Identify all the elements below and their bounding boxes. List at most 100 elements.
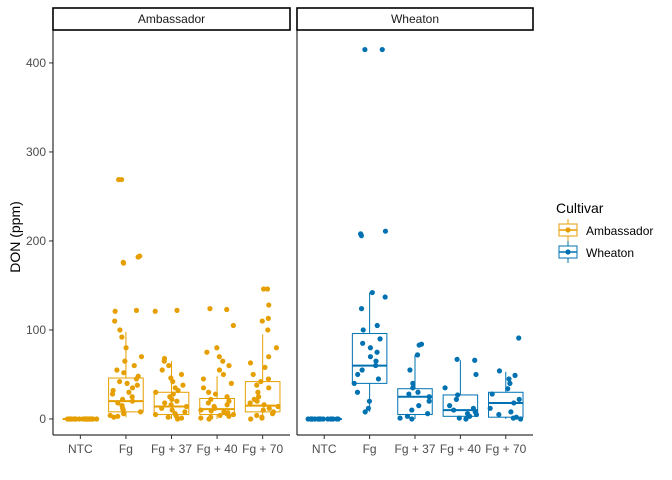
data-point: [162, 400, 168, 406]
data-point: [358, 233, 365, 239]
data-point: [89, 416, 95, 422]
data-point: [170, 378, 176, 385]
data-point: [133, 307, 140, 313]
data-point: [161, 358, 167, 364]
data-point: [409, 407, 415, 413]
data-point: [214, 345, 220, 351]
data-point: [511, 400, 517, 406]
data-point: [138, 354, 145, 360]
data-point: [200, 376, 207, 382]
x-tick-label: Fg: [119, 442, 133, 456]
data-point: [112, 308, 118, 314]
data-point: [351, 380, 357, 386]
y-axis: 0 100 200 300 400: [26, 56, 53, 426]
data-point: [64, 416, 71, 422]
data-point: [406, 391, 412, 397]
data-point: [152, 308, 158, 314]
data-point: [216, 367, 223, 373]
legend-label: Wheaton: [586, 246, 634, 260]
x-tick-label: Fg + 37: [394, 442, 435, 456]
data-point: [118, 176, 125, 183]
data-point: [451, 407, 457, 413]
x-tick-label: Fg + 70: [242, 442, 283, 456]
facet-panel-ambassador: Ambassador NTC Fg Fg + 37 Fg + 40 Fg + 70: [52, 7, 291, 456]
data-point: [206, 389, 212, 395]
data-point: [273, 345, 280, 351]
data-point: [198, 415, 204, 421]
data-point: [374, 322, 380, 329]
data-point: [516, 335, 522, 341]
box-body: [108, 377, 144, 413]
data-point: [174, 398, 180, 404]
data-point: [174, 307, 180, 313]
data-point: [137, 409, 144, 415]
data-point: [259, 415, 265, 421]
box-body: [199, 398, 235, 416]
data-point: [416, 342, 422, 348]
data-point: [111, 414, 117, 420]
data-point: [123, 345, 129, 351]
data-point: [255, 394, 262, 400]
data-point: [178, 415, 185, 421]
data-point: [258, 378, 264, 385]
data-point: [426, 398, 432, 404]
legend-title: Cultivar: [556, 200, 604, 216]
data-point: [472, 357, 478, 363]
y-tick-label: 200: [26, 234, 46, 248]
data-point: [373, 358, 379, 364]
data-point: [114, 367, 120, 373]
data-point: [415, 389, 421, 395]
y-tick-label: 100: [26, 323, 46, 337]
data-point: [115, 400, 121, 406]
data-point: [510, 415, 516, 421]
data-point: [512, 372, 518, 378]
data-point: [254, 398, 260, 404]
data-point: [166, 362, 172, 369]
facet-strip: [296, 7, 534, 31]
data-point: [205, 400, 211, 406]
data-point: [133, 376, 140, 382]
data-point: [175, 416, 181, 422]
data-point: [230, 411, 237, 418]
data-point: [109, 391, 116, 397]
data-point: [117, 378, 123, 385]
data-point: [208, 408, 214, 414]
data-point: [315, 416, 321, 422]
data-point: [178, 371, 185, 378]
data-point: [308, 416, 314, 422]
data-point: [124, 380, 130, 386]
data-point: [269, 411, 276, 417]
data-point: [183, 403, 190, 410]
data-point: [216, 354, 222, 360]
data-point: [506, 376, 512, 382]
data-point: [265, 315, 271, 321]
data-point: [159, 405, 165, 411]
data-point: [320, 416, 326, 422]
data-point: [360, 340, 366, 346]
data-point: [266, 385, 272, 391]
data-point: [217, 412, 223, 419]
data-point: [397, 415, 403, 421]
data-point: [505, 386, 511, 392]
data-point: [180, 382, 186, 388]
data-point: [254, 382, 260, 388]
legend-key-point: [565, 249, 571, 255]
data-point: [456, 415, 462, 421]
box-body: [488, 391, 524, 418]
data-point: [153, 389, 159, 395]
data-point: [126, 389, 132, 395]
data-point: [516, 396, 522, 402]
facet-panel-wheaton: Wheaton NTC Fg Fg + 37 Fg + 40 Fg + 70: [296, 7, 534, 456]
data-point: [121, 370, 127, 376]
legend-label: Ambassador: [586, 224, 653, 238]
data-point: [410, 380, 416, 386]
data-point: [264, 286, 271, 292]
box-body: [351, 333, 388, 384]
data-point: [266, 354, 272, 360]
data-point: [365, 405, 372, 411]
data-point: [94, 416, 100, 422]
facet-strip: [52, 7, 291, 31]
x-tick-label: Fg + 40: [440, 442, 481, 456]
data-point: [230, 322, 236, 329]
